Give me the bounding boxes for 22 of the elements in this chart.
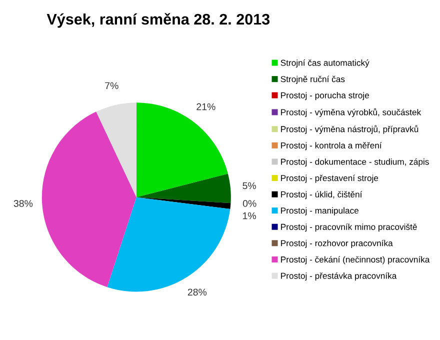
data-label: 5% [242, 182, 256, 190]
legend-label: Prostoj - úklid, čištění [281, 191, 362, 200]
chart-title: Výsek, ranní směna 28. 2. 2013 [46, 13, 270, 28]
data-label: 21% [196, 103, 216, 110]
legend-label: Prostoj - porucha stroje [281, 92, 369, 100]
data-label: 28% [188, 288, 207, 296]
legend-label: Prostoj - přestávka pracovníka [281, 272, 397, 281]
legend-label: Prostoj - přestavení stroje [281, 174, 378, 183]
legend-label: Prostoj - výměna výrobků, součástek [281, 108, 422, 117]
data-label: 7% [105, 82, 118, 90]
legend-label: Prostoj - kontrola a měření [281, 142, 382, 150]
data-label: 38% [14, 200, 33, 207]
text: 0% [242, 200, 256, 207]
legend-label: Prostoj - manipulace [281, 207, 358, 216]
legend-label: Prostoj - pracovník mimo pracoviště [281, 224, 417, 232]
legend-label: Strojní čas automatický [280, 59, 370, 68]
legend-label: Prostoj - výměna nástrojů, přípravků [281, 125, 418, 134]
data-label: 1% [243, 212, 256, 220]
legend-label: Prostoj - čekání (nečinnost) pracovníka [281, 256, 430, 264]
legend-label: Prostoj - dokumentace - studium, zápis [281, 158, 429, 167]
legend-label: Strojně ruční čas [280, 76, 345, 84]
legend-label: Prostoj - rozhovor pracovníka [281, 240, 393, 248]
